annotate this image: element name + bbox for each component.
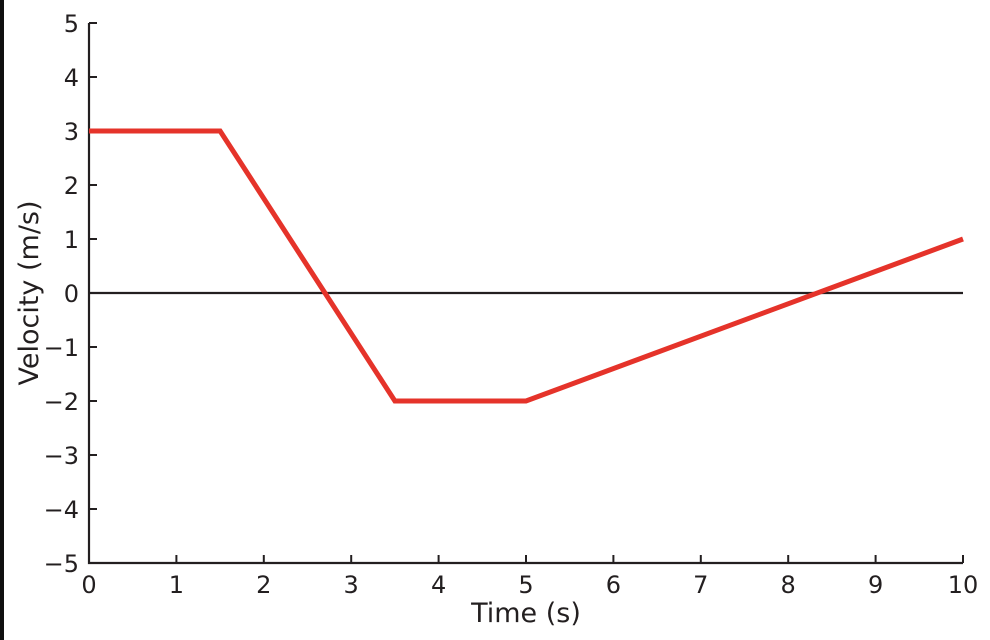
y-tick-label: −2 bbox=[44, 388, 79, 416]
x-tick-label: 4 bbox=[431, 571, 446, 599]
y-tick-label: 4 bbox=[64, 64, 79, 92]
x-tick-label: 5 bbox=[518, 571, 533, 599]
x-tick-label: 7 bbox=[693, 571, 708, 599]
x-tick-label: 6 bbox=[606, 571, 621, 599]
series-layer bbox=[89, 128, 964, 404]
x-tick-label: 8 bbox=[781, 571, 796, 599]
tick-labels-layer: 0 1 2 3 4 5 6 7 8 9 10 −5 −4 −3 −2 −1 0 1 2 3 4 5 bbox=[44, 10, 979, 599]
x-tick-label: 0 bbox=[81, 571, 96, 599]
x-tick-label: 1 bbox=[169, 571, 184, 599]
x-tick-label: 2 bbox=[256, 571, 271, 599]
y-tick-label: 3 bbox=[64, 118, 79, 146]
y-tick-label: 2 bbox=[64, 172, 79, 200]
y-tick-label: 5 bbox=[64, 10, 79, 38]
y-tick-label: 1 bbox=[64, 226, 79, 254]
y-tick-label: −5 bbox=[44, 550, 79, 578]
y-axis-title: Velocity (m/s) bbox=[14, 200, 45, 385]
velocity-line bbox=[89, 128, 964, 404]
y-tick-label: −3 bbox=[44, 442, 79, 470]
x-tick-label: 9 bbox=[868, 571, 883, 599]
x-tick-label: 3 bbox=[344, 571, 359, 599]
y-tick-label: −4 bbox=[44, 496, 79, 524]
screenshot-left-border-bar bbox=[0, 0, 4, 640]
y-tick-label: −1 bbox=[44, 334, 79, 362]
axes-layer bbox=[87, 23, 963, 565]
x-axis-title: Time (s) bbox=[470, 598, 581, 629]
x-tick-label: 10 bbox=[948, 571, 979, 599]
y-tick-label: 0 bbox=[64, 280, 79, 308]
